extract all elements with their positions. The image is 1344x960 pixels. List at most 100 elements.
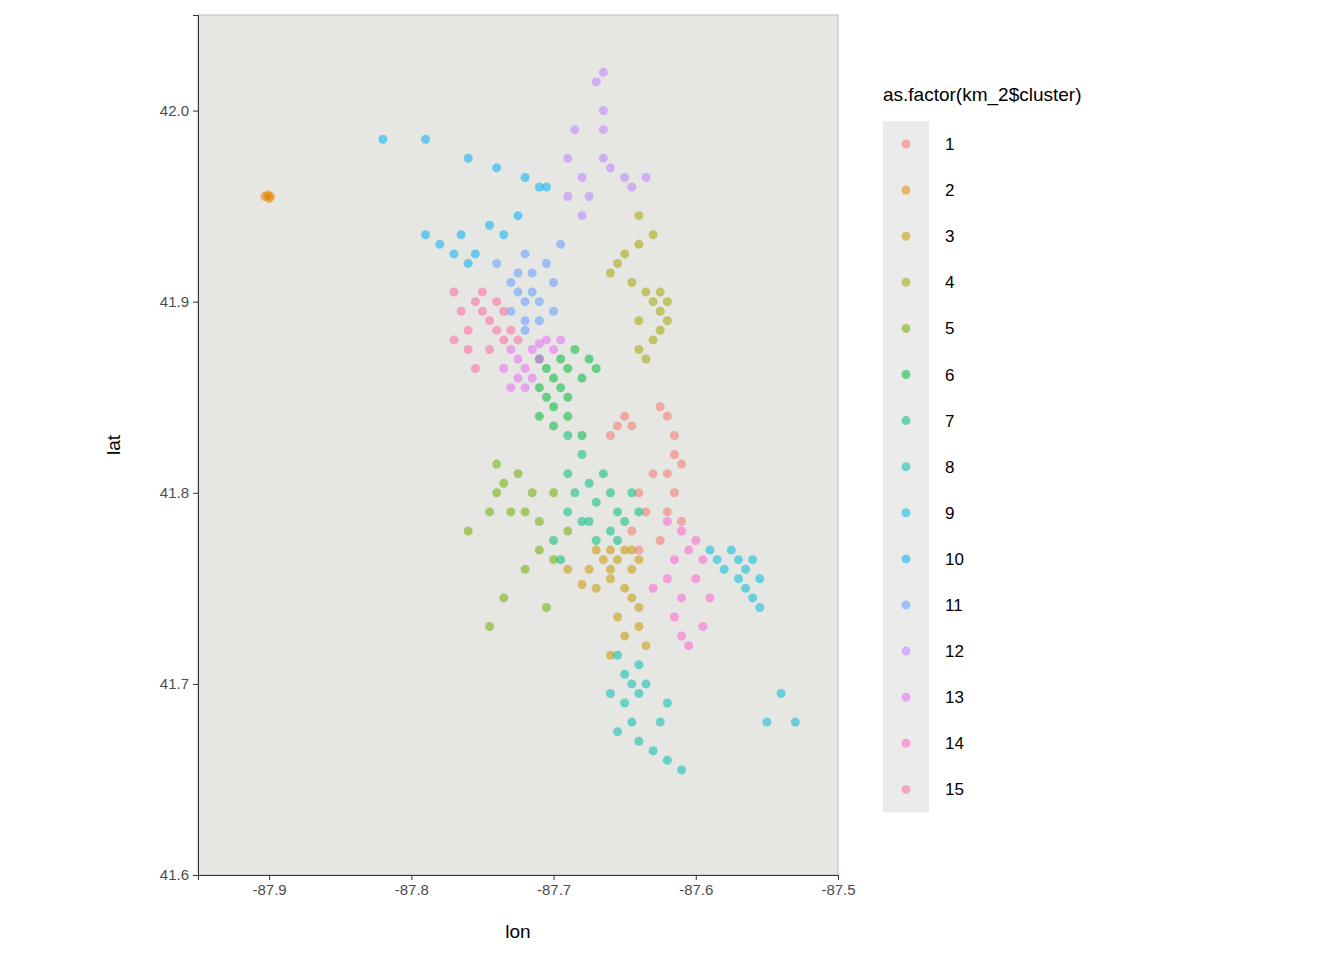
point (549, 402, 558, 411)
point (528, 374, 537, 383)
point (663, 574, 672, 583)
point (613, 536, 622, 545)
point (585, 517, 594, 526)
series-5 (464, 460, 573, 631)
point (535, 355, 544, 364)
x-tick-label: -87.8 (395, 881, 429, 898)
point (620, 249, 629, 258)
y-tick-mark (193, 684, 198, 685)
point (563, 154, 572, 163)
legend-key (902, 785, 911, 794)
point (535, 546, 544, 555)
point (450, 288, 459, 297)
y-tick-mark (193, 302, 198, 303)
legend-label: 2 (945, 181, 954, 200)
point (606, 689, 615, 698)
point (521, 383, 530, 392)
y-tick-label: 41.7 (160, 675, 189, 692)
x-tick: -87.5 (821, 875, 855, 898)
x-tick-mark (269, 875, 270, 880)
point (634, 689, 643, 698)
point (748, 555, 757, 564)
point (656, 288, 665, 297)
point (506, 345, 515, 354)
y-axis-line (193, 16, 199, 876)
point (627, 593, 636, 602)
legend: as.factor(km_2$cluster)12345678910111213… (883, 84, 1082, 813)
point (266, 192, 275, 201)
point (627, 421, 636, 430)
point (485, 622, 494, 631)
x-tick-label: -87.6 (679, 881, 713, 898)
point (499, 335, 508, 344)
point (514, 335, 523, 344)
legend-label: 7 (945, 412, 954, 431)
point (556, 383, 565, 392)
point (563, 565, 572, 574)
point (514, 269, 523, 278)
point (492, 460, 501, 469)
x-tick: -87.7 (537, 875, 571, 898)
point (549, 345, 558, 354)
point (506, 326, 515, 335)
point (791, 718, 800, 727)
legend-key (902, 462, 911, 471)
legend-label: 10 (945, 550, 964, 569)
point (592, 546, 601, 555)
point (599, 154, 608, 163)
point (663, 699, 672, 708)
point (563, 412, 572, 421)
point (613, 613, 622, 622)
legend-label: 8 (945, 458, 954, 477)
legend-key (902, 601, 911, 610)
legend-key-background (883, 121, 929, 813)
point (506, 383, 515, 392)
point (528, 488, 537, 497)
legend-key (902, 278, 911, 287)
series-10 (378, 135, 551, 268)
point (677, 593, 686, 602)
point (634, 240, 643, 249)
point (620, 584, 629, 593)
point (457, 307, 466, 316)
point (535, 297, 544, 306)
point (549, 421, 558, 430)
point (642, 173, 651, 182)
point (471, 249, 480, 258)
point (499, 230, 508, 239)
point (563, 469, 572, 478)
point (570, 345, 579, 354)
point (457, 230, 466, 239)
point (734, 574, 743, 583)
point (606, 269, 615, 278)
point (464, 527, 473, 536)
legend-label: 9 (945, 504, 954, 523)
point (656, 307, 665, 316)
point (642, 641, 651, 650)
point (634, 660, 643, 669)
point (556, 240, 565, 249)
point (535, 383, 544, 392)
point (521, 316, 530, 325)
point (663, 297, 672, 306)
point (499, 307, 508, 316)
point (585, 565, 594, 574)
point (464, 154, 473, 163)
point (499, 593, 508, 602)
point (670, 488, 679, 497)
legend-key (902, 739, 911, 748)
point (606, 527, 615, 536)
point (521, 297, 530, 306)
legend-key (902, 647, 911, 656)
point (578, 431, 587, 440)
point (741, 565, 750, 574)
point (613, 651, 622, 660)
point (563, 364, 572, 373)
point (506, 278, 515, 287)
point (464, 259, 473, 268)
point (741, 584, 750, 593)
point (514, 469, 523, 478)
x-tick-mark (411, 875, 412, 880)
point (592, 536, 601, 545)
chart: -87.9-87.8-87.7-87.6-87.541.641.741.841.… (0, 0, 1344, 960)
